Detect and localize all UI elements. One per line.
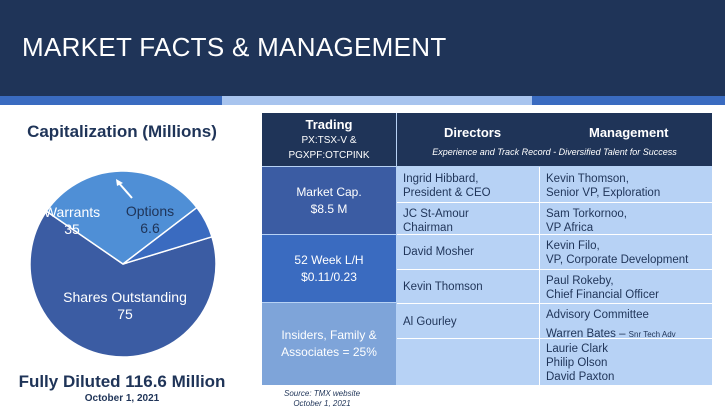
fully-diluted-total: Fully Diluted 116.6 Million xyxy=(18,372,226,391)
advisory-member-name: Warren Bates – xyxy=(546,328,626,340)
week52-cell: 52 Week L/H $0.11/0.23 xyxy=(262,235,396,302)
source-note: Source: TMX website October 1, 2021 xyxy=(262,389,382,409)
shares-outstanding-name: Shares Outstanding xyxy=(63,289,187,305)
manager-name: Kevin Thomson, xyxy=(546,173,629,185)
title-banner: MARKET FACTS & MANAGEMENT xyxy=(0,0,725,96)
row-divider xyxy=(397,234,712,235)
manager-role: VP Africa xyxy=(546,222,594,234)
options-label: Options 6.6 xyxy=(120,203,180,237)
advisory-member-role: Snr Tech Adv xyxy=(628,330,676,339)
table-subheader: Experience and Track Record - Diversifie… xyxy=(432,147,677,157)
source-date: October 1, 2021 xyxy=(293,399,351,408)
director-role: Chairman xyxy=(403,222,453,234)
director-name: David Mosher xyxy=(403,246,474,258)
manager-name: Paul Rokeby, xyxy=(546,275,614,287)
options-name: Options xyxy=(125,203,175,219)
market-cap-value: $8.5 M xyxy=(310,201,348,216)
director-item: David Mosher xyxy=(397,241,539,263)
manager-role: Senior VP, Exploration xyxy=(546,187,661,199)
options-slice xyxy=(122,206,213,265)
advisory-title: Advisory Committee xyxy=(546,309,649,321)
shares-outstanding-label: Shares Outstanding 75 xyxy=(40,289,210,323)
advisory-member: Warren Bates – Snr Tech Adv xyxy=(546,327,706,342)
directors-header: Directors xyxy=(444,125,502,140)
trading-cell: Trading PX:TSX-V & PGXPF:OTCPINK xyxy=(262,113,396,166)
trading-title: Trading xyxy=(305,117,353,132)
shares-outstanding-slice xyxy=(29,210,217,358)
trading-symbol-otc: PGXPF:OTCPINK xyxy=(288,150,370,161)
warrants-name: Warrants xyxy=(43,204,101,220)
advisory-member: Laurie Clark xyxy=(546,343,608,355)
row-divider xyxy=(397,202,712,203)
capitalization-date: October 1, 2021 xyxy=(84,393,160,404)
row-divider xyxy=(397,303,712,304)
director-item: Ingrid Hibbard, President & CEO xyxy=(397,168,539,204)
week52-label: 52 Week L/H xyxy=(294,252,364,267)
trading-symbol-tsx: PX:TSX-V & xyxy=(301,135,357,146)
manager-name: Kevin Filo, xyxy=(546,240,600,252)
warrants-value: 35 xyxy=(64,221,80,237)
column-divider xyxy=(539,167,540,385)
directors-management-header: Directors Management Experience and Trac… xyxy=(397,113,712,166)
manager-name: Sam Torkornoo, xyxy=(546,208,627,220)
options-leader-arrow xyxy=(117,181,133,199)
director-name: Al Gourley xyxy=(403,316,457,328)
advisory-member: David Paxton xyxy=(546,371,615,383)
accent-stripe xyxy=(0,96,222,105)
director-item: Kevin Thomson xyxy=(397,276,539,298)
manager-role: Chief Financial Officer xyxy=(546,289,659,301)
insiders-cell: Insiders, Family & Associates = 25% xyxy=(262,303,396,385)
market-facts-table: Trading PX:TSX-V & PGXPF:OTCPINK Market … xyxy=(262,113,712,385)
capitalization-pie-chart xyxy=(29,170,217,358)
warrants-slice xyxy=(45,170,198,265)
manager-item: Sam Torkornoo, VP Africa xyxy=(540,203,712,239)
source-text: Source: TMX website xyxy=(283,389,361,398)
row-divider xyxy=(397,338,712,339)
accent-stripe xyxy=(532,96,725,105)
advisory-committee: Advisory Committee Warren Bates – Snr Te… xyxy=(540,304,712,388)
page-title: MARKET FACTS & MANAGEMENT xyxy=(22,32,447,62)
week52-value: $0.11/0.23 xyxy=(301,269,357,284)
row-divider xyxy=(397,269,712,270)
insiders-label: Insiders, Family & xyxy=(281,328,377,342)
manager-role: VP, Corporate Development xyxy=(546,254,689,266)
director-role: President & CEO xyxy=(403,187,491,199)
manager-item: Kevin Thomson, Senior VP, Exploration xyxy=(540,168,712,204)
market-cap-cell: Market Cap. $8.5 M xyxy=(262,167,396,234)
director-name: Kevin Thomson xyxy=(403,281,483,293)
warrants-label: Warrants 35 xyxy=(32,204,112,238)
manager-item: Paul Rokeby, Chief Financial Officer xyxy=(540,270,712,306)
management-header: Management xyxy=(589,125,669,140)
director-name: Ingrid Hibbard, xyxy=(403,173,479,185)
director-item: JC St-Amour Chairman xyxy=(397,203,539,239)
capitalization-title: Capitalization (Millions) xyxy=(27,122,217,141)
options-value: 6.6 xyxy=(140,220,160,236)
arrowhead-icon xyxy=(116,179,123,186)
director-name: JC St-Amour xyxy=(403,208,469,220)
insiders-value: Associates = 25% xyxy=(281,345,377,359)
market-cap-label: Market Cap. xyxy=(296,184,362,199)
accent-stripe xyxy=(222,96,532,105)
advisory-member: Philip Olson xyxy=(546,357,608,369)
shares-outstanding-value: 75 xyxy=(117,306,133,322)
director-item: Al Gourley xyxy=(397,311,539,333)
manager-item: Kevin Filo, VP, Corporate Development xyxy=(540,235,712,271)
